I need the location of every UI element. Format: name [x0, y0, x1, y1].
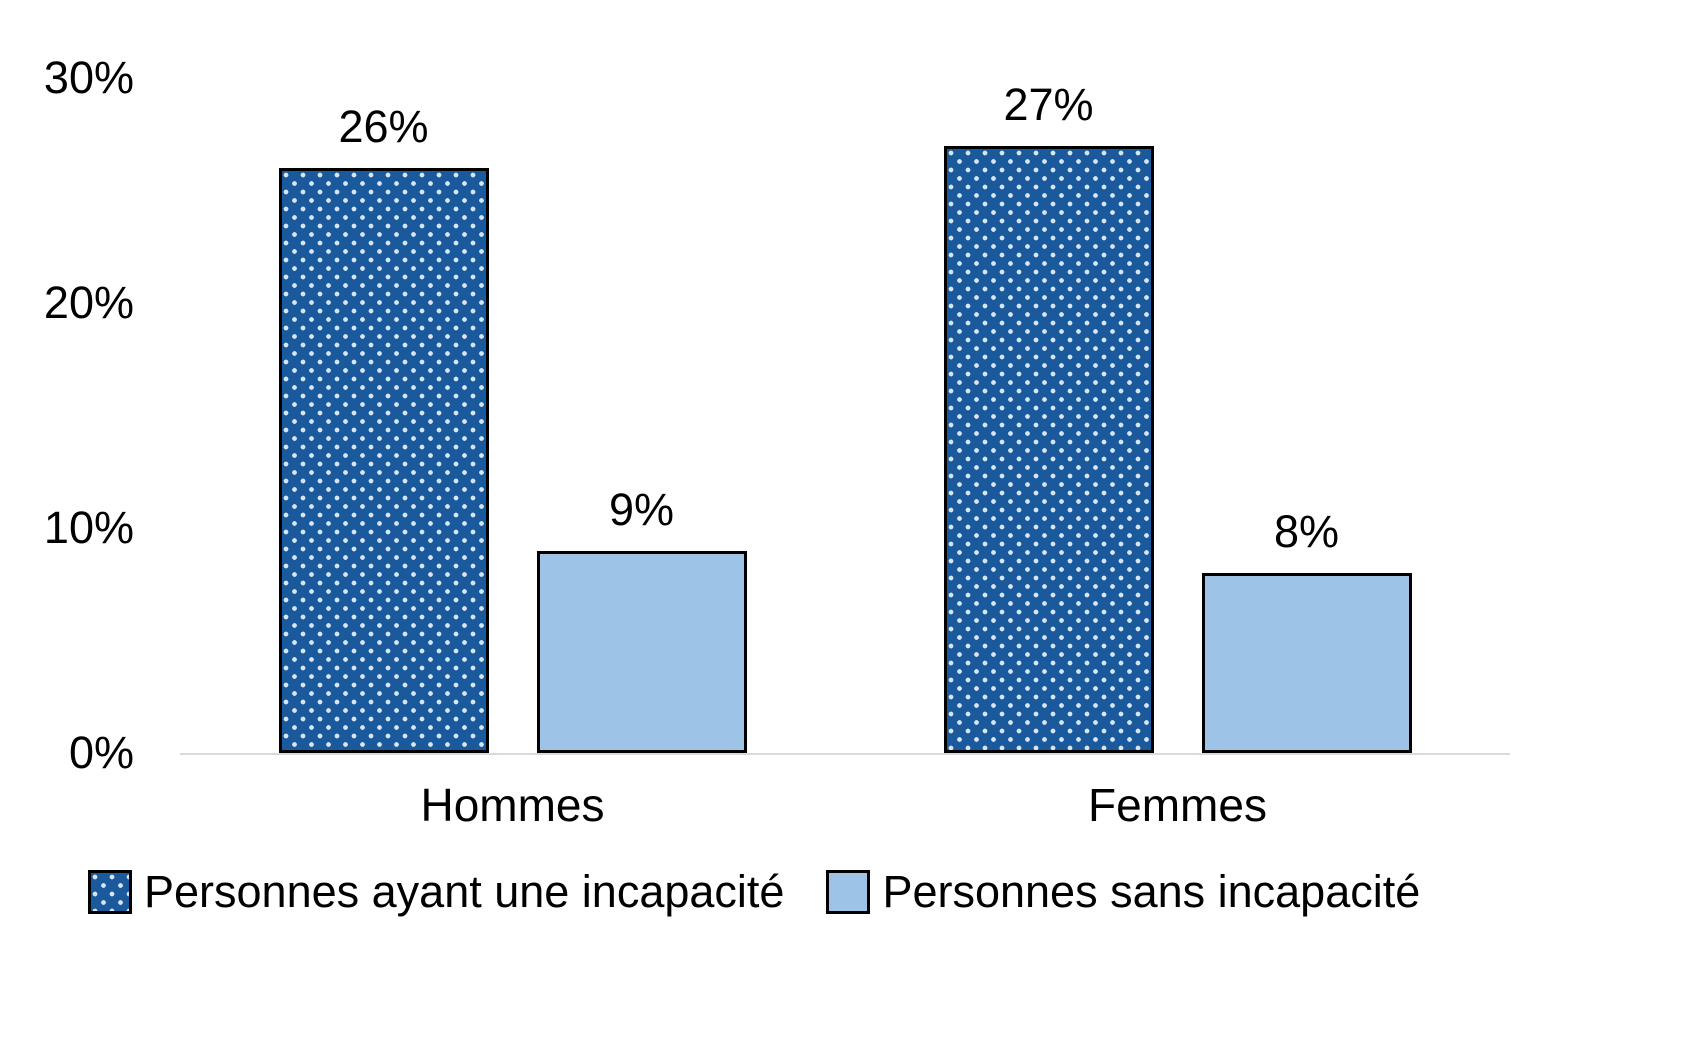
legend-swatch-icon	[826, 870, 871, 914]
legend-swatch-icon	[88, 870, 132, 914]
y-tick-label: 10%	[43, 502, 134, 553]
bar-value-label: 8%	[1273, 506, 1340, 557]
category-label-femmes: Femmes	[1088, 779, 1267, 831]
bar-value-label: 27%	[1003, 78, 1094, 130]
legend: Personnes ayant une incapacité Personnes …	[88, 866, 1420, 918]
bar-femmes-series-2	[1201, 573, 1412, 753]
bar-hommes-series-1	[278, 168, 489, 753]
y-tick-label: 20%	[43, 277, 134, 328]
legend-item: Personnes sans incapacité	[826, 866, 1420, 918]
y-tick-label: 30%	[43, 52, 134, 103]
bar-value-label: 9%	[608, 483, 675, 535]
legend-label: Personnes sans incapacité	[882, 866, 1421, 917]
legend-label: Personnes ayant une incapacité	[144, 866, 785, 917]
bar-value-label: 26%	[338, 101, 429, 152]
bar-wrap: 26%	[278, 78, 489, 753]
bar-hommes-series-2	[536, 550, 747, 753]
bar-femmes-series-1	[943, 145, 1154, 753]
bar-wrap: 8%	[1201, 78, 1412, 753]
bar-wrap: 27%	[943, 78, 1154, 753]
legend-item: Personnes ayant une incapacité	[88, 866, 784, 918]
plot-area: 26% 9% 27% 8%	[180, 78, 1510, 755]
bar-group-hommes: 26% 9%	[180, 78, 845, 753]
x-axis-labels: Hommes Femmes	[180, 778, 1510, 832]
y-axis: 30% 20% 10% 0%	[0, 52, 134, 778]
bar-group-femmes: 27% 8%	[845, 78, 1510, 753]
bar-wrap: 9%	[536, 78, 747, 753]
category-label-hommes: Hommes	[420, 779, 605, 831]
y-tick-label: 0%	[68, 727, 134, 778]
